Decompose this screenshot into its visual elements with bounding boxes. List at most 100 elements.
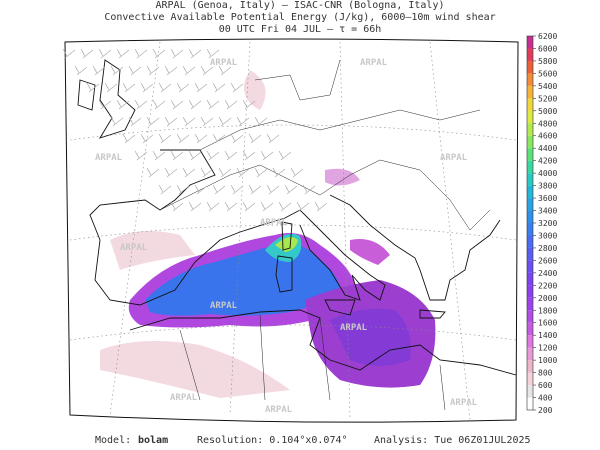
colorbar-tick-label: 3400 <box>538 207 557 216</box>
wind-barb <box>122 133 136 144</box>
colorbar-band <box>527 73 533 86</box>
wind-barb <box>128 65 142 76</box>
colorbar-band <box>527 223 533 236</box>
colorbar-tick-label: 200 <box>538 406 553 415</box>
wind-barb <box>284 184 298 195</box>
wind-barb <box>224 99 238 110</box>
wind-barb <box>260 201 274 212</box>
wind-barb <box>134 48 148 59</box>
wind-barb <box>254 167 268 178</box>
watermark: ARPAL <box>340 323 368 333</box>
wind-barb <box>92 65 106 76</box>
wind-barb <box>278 150 292 161</box>
colorbar-tick-label: 5000 <box>538 107 557 116</box>
wind-barb <box>62 48 76 59</box>
watermarks: ARPAL ARPAL ARPAL ARPAL ARPAL ARPAL ARPAL ARPAL… <box>95 58 478 415</box>
wind-barb <box>224 150 238 161</box>
wind-barb <box>170 201 184 212</box>
colorbar: 200 400 600 800 1000 1200 1400 1600 1800 2000 2200… <box>526 32 557 415</box>
wind-barb <box>230 82 244 93</box>
wind-barb <box>176 133 190 144</box>
map-area: ARPAL ARPAL ARPAL ARPAL ARPAL ARPAL ARPAL ARPAL… <box>62 38 519 423</box>
colorbar-tick-label: 5400 <box>538 82 557 91</box>
colorbar-tick-label: 5600 <box>538 69 557 78</box>
wind-barb <box>218 65 232 76</box>
wind-barb <box>170 48 184 59</box>
watermark: ARPAL <box>210 58 238 68</box>
graticule <box>69 41 517 421</box>
colorbar-band <box>527 198 533 211</box>
wind-barb <box>98 48 112 59</box>
wind-barb <box>242 201 256 212</box>
colorbar-band <box>527 322 533 336</box>
coastline <box>77 59 517 376</box>
wind-barb <box>146 167 160 178</box>
colorbar-tick-label: 6200 <box>538 32 557 41</box>
wind-barb <box>140 133 154 144</box>
wind-barb <box>182 65 196 76</box>
wind-barb <box>158 184 172 195</box>
wind-barb <box>110 65 124 76</box>
wind-barb <box>194 184 208 195</box>
watermark: ARPAL <box>450 398 478 408</box>
wind-barbs <box>62 48 328 212</box>
colorbar-tick-label: 1400 <box>538 331 557 340</box>
wind-barb <box>272 167 286 178</box>
wind-barb <box>182 116 196 127</box>
colorbar-tick-label: 6000 <box>538 44 557 53</box>
colorbar-band <box>527 347 533 361</box>
colorbar-tick-label: 2400 <box>538 269 557 278</box>
watermark: ARPAL <box>265 405 293 415</box>
colorbar-band <box>527 110 533 124</box>
wind-barb <box>200 167 214 178</box>
wind-barb <box>278 201 292 212</box>
wind-barb <box>188 48 202 59</box>
colorbar-band <box>527 235 533 248</box>
colorbar-tick-label: 4400 <box>538 144 557 153</box>
wind-barb <box>230 133 244 144</box>
wind-barb <box>248 133 262 144</box>
country-borders <box>159 59 491 411</box>
colorbar-band <box>527 247 533 261</box>
colorbar-tick-label: 1000 <box>538 356 557 365</box>
colorbar-band <box>527 173 533 186</box>
wind-barb <box>164 65 178 76</box>
wind-barb <box>98 99 112 110</box>
wind-barb <box>206 48 220 59</box>
wind-barb <box>224 201 238 212</box>
wind-barb <box>236 167 250 178</box>
colorbar-tick-label: 2000 <box>538 294 557 303</box>
wind-barb <box>266 133 280 144</box>
colorbar-tick-label: 4000 <box>538 169 557 178</box>
colorbar-band <box>527 98 533 111</box>
wind-barb <box>212 184 226 195</box>
colorbar-band <box>527 272 533 286</box>
colorbar-band <box>527 297 533 311</box>
colorbar-band <box>527 60 533 74</box>
wind-barb <box>170 99 184 110</box>
wind-barb <box>158 133 172 144</box>
colorbar-band <box>527 135 533 149</box>
cape-field <box>100 70 436 398</box>
footer-resolution: Resolution: 0.104°x0.074° <box>197 435 348 446</box>
wind-barb <box>140 82 154 93</box>
wind-barb <box>74 65 88 76</box>
watermark: ARPAL <box>170 393 198 403</box>
header-line: ARPAL (Genoa, Italy) – ISAC-CNR (Bologna… <box>156 0 445 11</box>
footer-model: bolam <box>138 435 168 446</box>
wind-barb <box>176 184 190 195</box>
colorbar-tick-label: 3800 <box>538 182 557 191</box>
colorbar-tick-label: 1800 <box>538 306 557 315</box>
colorbar-tick-label: 3000 <box>538 231 557 240</box>
colorbar-band <box>527 310 533 323</box>
colorbar-tick-label: 5200 <box>538 94 557 103</box>
wind-barb <box>146 116 160 127</box>
wind-barb <box>116 48 130 59</box>
wind-barb <box>164 116 178 127</box>
colorbar-band <box>527 260 533 273</box>
wind-barb <box>206 99 220 110</box>
wind-barb <box>104 82 118 93</box>
wind-barb <box>152 150 166 161</box>
wind-barb <box>200 116 214 127</box>
